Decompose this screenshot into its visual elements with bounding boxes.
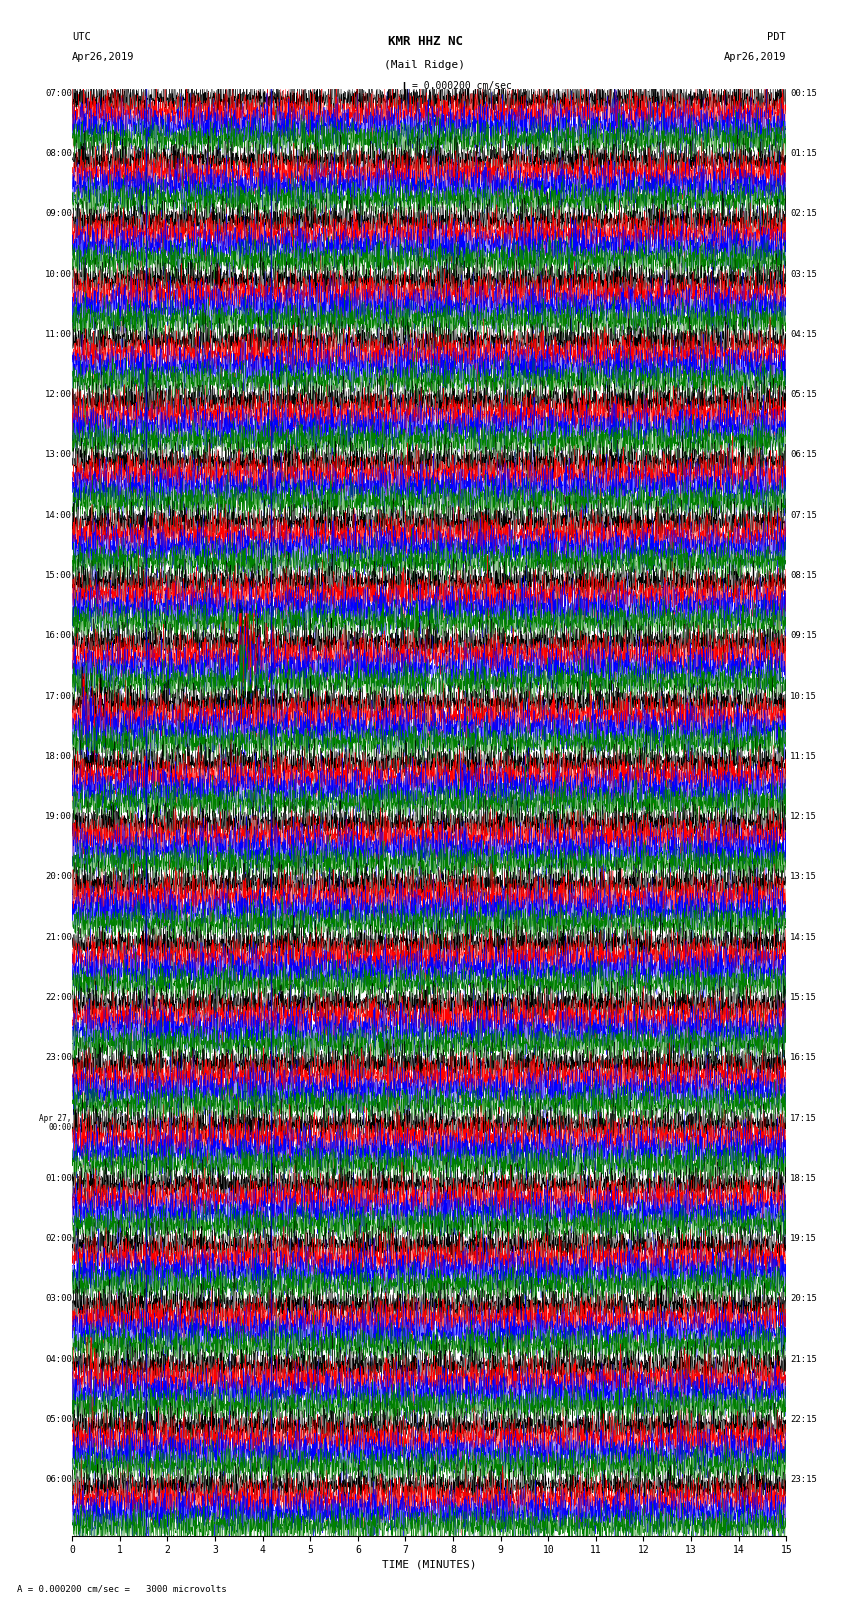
Text: 00:00: 00:00 (48, 1123, 71, 1132)
Text: 05:15: 05:15 (790, 390, 817, 398)
Text: A = 0.000200 cm/sec =   3000 microvolts: A = 0.000200 cm/sec = 3000 microvolts (17, 1584, 227, 1594)
Text: 17:15: 17:15 (790, 1113, 817, 1123)
Text: 05:00: 05:00 (45, 1415, 71, 1424)
Text: 20:00: 20:00 (45, 873, 71, 881)
Text: 06:15: 06:15 (790, 450, 817, 460)
Text: 07:15: 07:15 (790, 511, 817, 519)
Text: 16:00: 16:00 (45, 631, 71, 640)
Text: 12:00: 12:00 (45, 390, 71, 398)
Text: 21:15: 21:15 (790, 1355, 817, 1363)
Text: 10:00: 10:00 (45, 269, 71, 279)
Text: 15:00: 15:00 (45, 571, 71, 581)
Text: 14:15: 14:15 (790, 932, 817, 942)
Text: ⎮: ⎮ (399, 81, 408, 98)
Text: 17:00: 17:00 (45, 692, 71, 700)
Text: 04:15: 04:15 (790, 331, 817, 339)
Text: 08:15: 08:15 (790, 571, 817, 581)
Text: 01:15: 01:15 (790, 148, 817, 158)
Text: 11:15: 11:15 (790, 752, 817, 761)
Text: 12:15: 12:15 (790, 813, 817, 821)
Text: 15:15: 15:15 (790, 994, 817, 1002)
Text: 23:00: 23:00 (45, 1053, 71, 1063)
Text: 14:00: 14:00 (45, 511, 71, 519)
Text: = 0.000200 cm/sec: = 0.000200 cm/sec (412, 81, 512, 90)
Text: 19:15: 19:15 (790, 1234, 817, 1244)
Text: 01:00: 01:00 (45, 1174, 71, 1182)
X-axis label: TIME (MINUTES): TIME (MINUTES) (382, 1560, 477, 1569)
Text: 19:00: 19:00 (45, 813, 71, 821)
Text: 03:00: 03:00 (45, 1294, 71, 1303)
Text: Apr26,2019: Apr26,2019 (72, 52, 135, 61)
Text: 22:00: 22:00 (45, 994, 71, 1002)
Text: Apr 27,: Apr 27, (39, 1113, 71, 1123)
Text: 11:00: 11:00 (45, 331, 71, 339)
Text: PDT: PDT (768, 32, 786, 42)
Text: 07:00: 07:00 (45, 89, 71, 98)
Text: 10:15: 10:15 (790, 692, 817, 700)
Text: 23:15: 23:15 (790, 1476, 817, 1484)
Text: 06:00: 06:00 (45, 1476, 71, 1484)
Text: UTC: UTC (72, 32, 91, 42)
Text: 02:15: 02:15 (790, 210, 817, 218)
Text: 13:00: 13:00 (45, 450, 71, 460)
Text: 09:15: 09:15 (790, 631, 817, 640)
Text: 00:15: 00:15 (790, 89, 817, 98)
Text: 18:00: 18:00 (45, 752, 71, 761)
Text: KMR HHZ NC: KMR HHZ NC (388, 35, 462, 48)
Text: 09:00: 09:00 (45, 210, 71, 218)
Text: 02:00: 02:00 (45, 1234, 71, 1244)
Text: 18:15: 18:15 (790, 1174, 817, 1182)
Text: 08:00: 08:00 (45, 148, 71, 158)
Text: 21:00: 21:00 (45, 932, 71, 942)
Text: Apr26,2019: Apr26,2019 (723, 52, 786, 61)
Text: 22:15: 22:15 (790, 1415, 817, 1424)
Text: 03:15: 03:15 (790, 269, 817, 279)
Text: 04:00: 04:00 (45, 1355, 71, 1363)
Text: 16:15: 16:15 (790, 1053, 817, 1063)
Text: 20:15: 20:15 (790, 1294, 817, 1303)
Text: 13:15: 13:15 (790, 873, 817, 881)
Text: (Mail Ridge): (Mail Ridge) (384, 60, 466, 69)
